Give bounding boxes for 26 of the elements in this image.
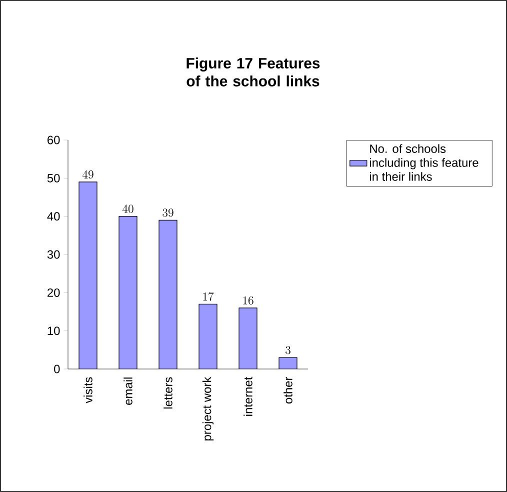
data-label: 16 [243, 296, 254, 305]
data-label: 40 [122, 204, 134, 213]
y-tick-label: 10 [48, 326, 60, 336]
x-tick-label: internet [244, 376, 252, 416]
x-tick-label: letters [164, 377, 172, 409]
bar [199, 304, 217, 369]
y-tick-label: 20 [48, 288, 60, 297]
x-tick-label: other [284, 376, 292, 404]
y-tick-label: 60 [48, 136, 60, 144]
x-tick-label: visits [84, 377, 92, 404]
y-tick-label: 40 [47, 212, 60, 221]
data-label: 17 [203, 292, 214, 301]
x-tick-label: project work [202, 376, 214, 440]
bar [239, 308, 257, 369]
chart-title: Figure 17 Features of the school links [186, 58, 320, 86]
data-label: 49 [82, 170, 94, 179]
legend-label: No. of schools including this feature in their links [370, 144, 478, 181]
y-tick-label: 0 [54, 364, 60, 374]
bar [79, 182, 97, 369]
data-label: 39 [162, 208, 174, 217]
y-tick-label: 50 [47, 174, 60, 182]
data-label: 3 [286, 346, 290, 354]
y-tick-label: 30 [47, 250, 60, 259]
bar [159, 220, 177, 369]
bar [119, 216, 137, 369]
x-tick-label: email [124, 378, 132, 405]
